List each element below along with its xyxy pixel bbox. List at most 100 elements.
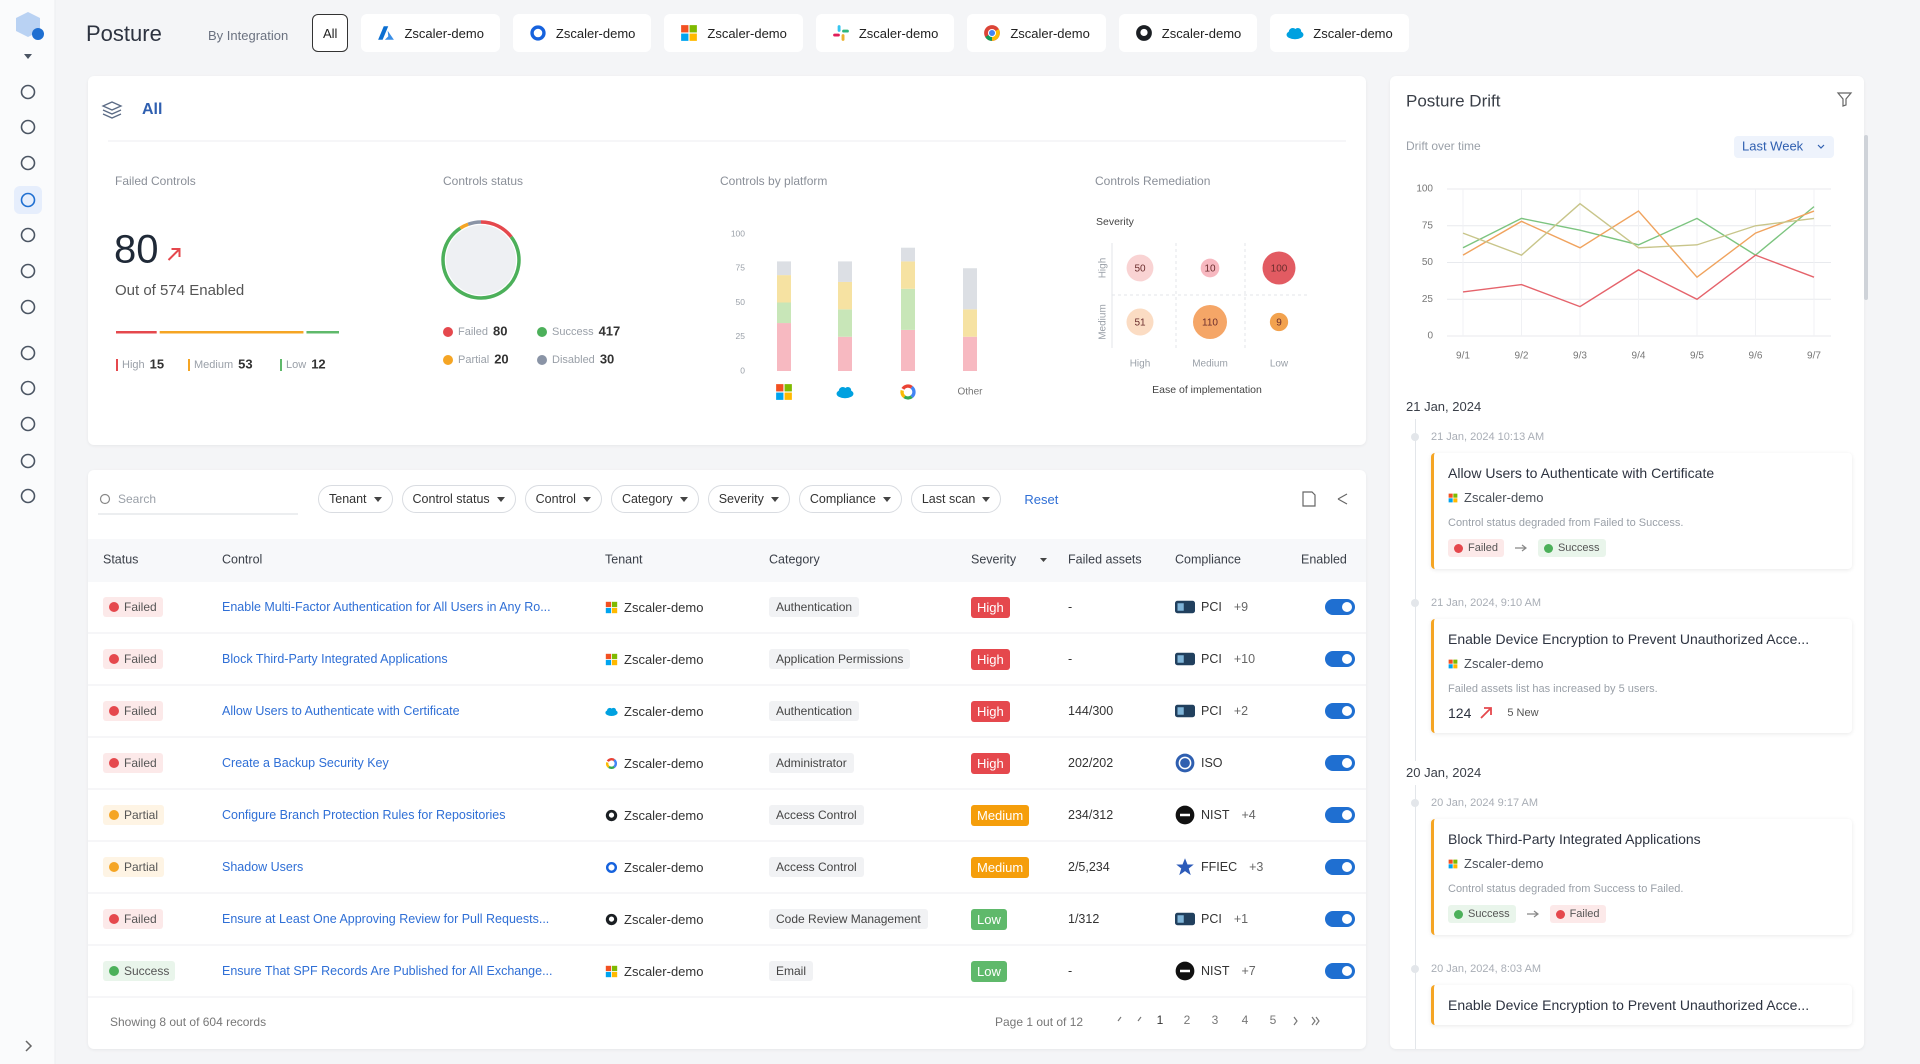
tenant-name: Zscaler-demo (624, 651, 704, 667)
iso-icon (1175, 753, 1195, 773)
scrollbar (1864, 135, 1868, 300)
status-change: Success Failed (1448, 905, 1838, 923)
control-cell: Create a Backup Security Key (222, 751, 389, 775)
integration-chip[interactable]: Zscaler-demo (815, 14, 955, 52)
filter-dropdown[interactable]: Tenant (318, 485, 393, 513)
compliance-cell: PCI +10 (1175, 647, 1255, 671)
compliance-cell: ISO (1175, 751, 1223, 775)
ms-icon (605, 653, 618, 665)
status-badge: Failed (103, 753, 163, 773)
status-badge: Failed (1549, 905, 1606, 923)
status-label: Partial (124, 808, 159, 822)
reset-button[interactable]: Reset (1024, 491, 1059, 507)
integration-chip[interactable]: Zscaler-demo (1118, 14, 1258, 52)
severity-badge: Low (971, 960, 1007, 982)
ms-icon (605, 965, 618, 977)
nav-icon (20, 155, 36, 171)
status-cell: Failed (103, 647, 163, 671)
filter-label: Control status (412, 492, 490, 506)
integration-chip[interactable]: Zscaler-demo (512, 14, 652, 52)
failed-assets: 2/5,234 (1068, 860, 1110, 874)
enabled-toggle[interactable] (1325, 703, 1355, 719)
filter-dropdown[interactable]: Compliance (798, 485, 902, 513)
severity-cell: High (971, 647, 1010, 671)
icon-shape (832, 33, 840, 37)
icon-shape (530, 25, 546, 41)
enabled-toggle[interactable] (1325, 651, 1355, 667)
github-icon (605, 809, 618, 821)
icon-shape (1177, 707, 1184, 715)
enabled-toggle[interactable] (1325, 807, 1355, 823)
severity-badge: High (971, 752, 1010, 774)
icon-shape (1453, 493, 1458, 498)
nist-icon (1175, 805, 1195, 825)
integration-chip[interactable]: Zscaler-demo (664, 14, 803, 52)
enabled-toggle[interactable] (1325, 859, 1355, 875)
records-summary: Showing 8 out of 604 records (110, 1015, 267, 1029)
enabled-toggle[interactable] (1325, 963, 1355, 979)
all-chip[interactable]: All (312, 14, 349, 52)
event-title: Block Third-Party Integrated Application… (1448, 831, 1701, 847)
icon-shape (613, 758, 617, 768)
tenant-cell: Zscaler-demo (605, 647, 703, 671)
severity-cell: High (971, 699, 1010, 723)
event-title: Enable Device Encryption to Prevent Unau… (1448, 631, 1810, 647)
icon-shape (611, 601, 618, 607)
severity-badge: High (971, 596, 1010, 618)
tenant-name: Zscaler-demo (624, 859, 704, 875)
integration-chip[interactable]: Zscaler-demo (361, 14, 500, 52)
control-link[interactable]: Block Third-Party Integrated Application… (222, 652, 448, 666)
enabled-toggle[interactable] (1325, 599, 1355, 615)
status-icon (109, 914, 119, 924)
category-chip: Authentication (769, 701, 860, 721)
severity-badge: Low (971, 908, 1007, 930)
icon-shape (1453, 663, 1458, 668)
control-link[interactable]: Shadow Users (222, 860, 304, 874)
category-cell: Application Permissions (769, 647, 911, 671)
control-link[interactable]: Enable Multi-Factor Authentication for A… (222, 600, 551, 614)
integration-chip[interactable]: Zscaler-demo (967, 14, 1106, 52)
severity-cell: High (971, 595, 1010, 619)
control-cell: Allow Users to Authenticate with Certifi… (222, 699, 460, 723)
arrow-shape (1514, 544, 1527, 552)
control-link[interactable]: Create a Backup Security Key (222, 756, 389, 770)
compliance-cell: PCI +1 (1175, 907, 1248, 931)
event-title: Enable Device Encryption to Prevent Unau… (1448, 997, 1810, 1013)
icon-shape (689, 33, 698, 41)
status-label: Failed (124, 912, 157, 926)
event-tenant: Zscaler-demo (1448, 490, 1838, 505)
tenant-cell: Zscaler-demo (605, 699, 703, 723)
filter-dropdown[interactable]: Severity (707, 485, 790, 513)
control-link[interactable]: Ensure at Least One Approving Review for… (222, 912, 550, 926)
control-link[interactable]: Configure Branch Protection Rules for Re… (222, 808, 506, 822)
search-input[interactable]: Search (118, 492, 157, 506)
status-label: Success (1468, 908, 1510, 920)
icon-shape (841, 34, 845, 41)
sidebar (0, 0, 55, 1064)
okta-icon (605, 861, 618, 873)
integration-chip[interactable]: Zscaler-demo (1270, 14, 1409, 52)
azure-icon (378, 26, 395, 40)
failed-assets-change: 124 5 New (1448, 705, 1838, 721)
filter-caret (496, 496, 505, 502)
timeline-dot (1411, 599, 1419, 607)
control-link[interactable]: Allow Users to Authenticate with Certifi… (222, 704, 460, 718)
nav-icon (20, 84, 36, 100)
filter-caret (373, 496, 382, 502)
control-link[interactable]: Ensure That SPF Records Are Published fo… (222, 964, 553, 978)
filter-dropdown[interactable]: Category (610, 485, 699, 513)
filter-caret (770, 496, 779, 502)
icon-shape (1448, 859, 1453, 864)
filter-label: Tenant (329, 492, 367, 506)
ms-icon (1448, 859, 1458, 868)
status-cell: Failed (103, 595, 163, 619)
nav-icon (20, 345, 36, 361)
enabled-toggle[interactable] (1325, 755, 1355, 771)
filter-dropdown[interactable]: Control status (401, 485, 516, 513)
filter-dropdown[interactable]: Last scan (910, 485, 1002, 513)
filter-dropdown[interactable]: Control (524, 485, 602, 513)
tenant-name: Zscaler-demo (624, 599, 704, 615)
nav-icon (20, 192, 36, 208)
enabled-toggle[interactable] (1325, 911, 1355, 927)
event-description: Failed assets list has increased by 5 us… (1448, 683, 1658, 695)
